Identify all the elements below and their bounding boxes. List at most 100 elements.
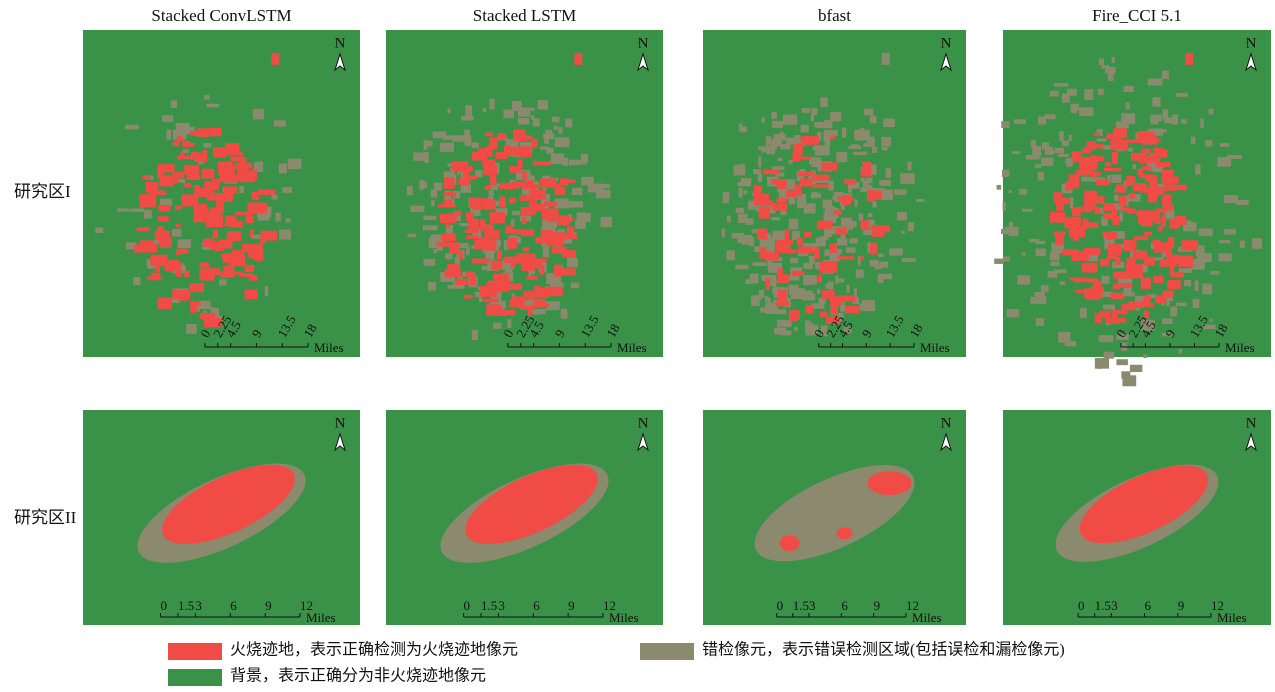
burned-pixels — [439, 213, 457, 223]
omission-pixels — [445, 225, 454, 236]
omission-pixels — [596, 189, 611, 199]
omission-pixels — [790, 288, 805, 299]
omission-pixels — [1112, 203, 1123, 211]
burned-pixels — [188, 173, 199, 180]
burned-pixels — [244, 264, 255, 273]
scale-label: 12 — [906, 598, 919, 613]
omission-pixels — [1061, 93, 1070, 103]
burned-pixels — [510, 262, 516, 268]
burned-pixels — [441, 233, 457, 242]
omission-pixels — [1017, 275, 1031, 285]
burned-pixels — [862, 161, 872, 174]
omission-pixels — [170, 100, 178, 108]
omission-pixels — [811, 108, 818, 116]
omission-pixels — [542, 246, 550, 258]
omission-pixels — [901, 258, 916, 262]
omission-pixels — [840, 217, 852, 227]
omission-pixels — [1097, 88, 1104, 95]
omission-pixels — [541, 241, 551, 247]
burned-pixels — [225, 215, 237, 225]
omission-pixels — [864, 108, 874, 116]
omission-pixels — [1219, 143, 1230, 147]
omission-pixels — [781, 179, 796, 190]
omission-pixels — [764, 295, 769, 302]
omission-pixels — [1100, 207, 1104, 214]
omission-pixels — [745, 218, 754, 225]
omission-pixels — [285, 218, 291, 223]
scale-label: 6 — [841, 598, 848, 613]
omission-pixels — [803, 203, 816, 214]
omission-pixels — [1002, 201, 1006, 211]
omission-pixels — [853, 129, 864, 139]
burned-pixels — [561, 218, 574, 222]
omission-pixels — [726, 250, 735, 261]
scale-label: 0 — [464, 598, 471, 613]
burned-pixels — [511, 296, 525, 307]
omission-pixels — [1058, 153, 1070, 157]
omission-pixels — [1041, 157, 1054, 166]
omission-pixels — [1098, 335, 1114, 343]
burned-pixels — [1141, 148, 1151, 154]
burned-pixels — [793, 143, 803, 154]
burned-pixels — [837, 256, 855, 260]
omission-pixels — [1146, 294, 1157, 299]
burned-spot — [574, 52, 583, 65]
omission-pixels — [459, 223, 469, 227]
omission-pixels — [1050, 261, 1060, 266]
burned-pixels — [478, 148, 488, 154]
burned-pixels — [509, 166, 522, 173]
omission-pixels — [742, 241, 752, 245]
burned-pixels — [540, 230, 553, 241]
omission-pixels — [819, 123, 830, 127]
omission-pixels — [511, 100, 522, 112]
burned-pixels — [775, 241, 791, 252]
burned-pixels — [453, 210, 462, 216]
omission-pixels — [436, 247, 443, 251]
burned-pixels — [812, 184, 830, 189]
burned-pixels — [230, 235, 238, 239]
omission-pixels — [881, 136, 891, 147]
omission-pixels — [1162, 109, 1169, 120]
omission-pixels — [537, 100, 548, 110]
burned-pixels — [1147, 138, 1162, 143]
burned-pixels — [535, 236, 550, 244]
omission-pixels — [457, 243, 469, 248]
burned-pixels — [1127, 208, 1136, 214]
burned-pixels — [1055, 234, 1064, 246]
omission-pixels — [758, 146, 766, 151]
omission-pixels — [788, 160, 793, 164]
omission-pixels — [219, 279, 227, 286]
burned-pixels — [484, 185, 491, 191]
omission-pixels — [820, 97, 828, 107]
burned-pixels — [798, 246, 813, 254]
omission-pixels — [1103, 351, 1115, 359]
omission-pixels — [1086, 254, 1098, 262]
burned-pixels — [522, 171, 527, 180]
scale-label: 1.5 — [178, 598, 194, 613]
burned-pixels — [494, 306, 503, 315]
burned-spot — [881, 52, 890, 65]
omission-pixels — [1030, 140, 1036, 148]
burned-area — [779, 535, 800, 552]
burned-pixels — [1053, 231, 1066, 236]
omission-pixels — [143, 209, 152, 219]
burned-pixels — [158, 204, 171, 212]
omission-pixels — [553, 244, 562, 248]
omission-pixels — [95, 227, 104, 234]
omission-pixels — [576, 212, 591, 222]
omission-pixels — [543, 133, 555, 140]
omission-pixels — [863, 228, 873, 236]
omission-pixels — [524, 175, 535, 182]
burned-pixels — [436, 242, 451, 247]
burned-pixels — [776, 274, 790, 284]
burned-pixels — [762, 169, 781, 175]
burned-pixels — [805, 304, 814, 314]
omission-pixels — [1068, 134, 1072, 142]
burned-spot — [1185, 52, 1194, 65]
scale-label: 3 — [1111, 598, 1118, 613]
burned-pixels — [443, 177, 455, 189]
burned-pixels — [208, 241, 219, 248]
omission-pixels — [1028, 238, 1039, 243]
omission-pixels — [505, 139, 519, 149]
